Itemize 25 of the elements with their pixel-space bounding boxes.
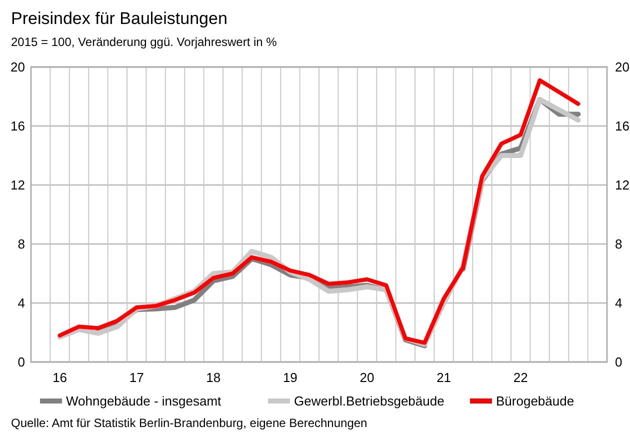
legend-label: Gewerbl.Betriebsgebäude: [294, 394, 444, 409]
y2-tick-label: 0: [615, 354, 622, 370]
x-tick-label: 17: [129, 370, 144, 385]
x-tick-label: 21: [436, 370, 452, 385]
y2-tick-label: 20: [615, 60, 630, 75]
legend-label: Wohngebäude - insgesamt: [66, 394, 222, 409]
y-tick-label: 8: [18, 236, 25, 252]
y2-tick-label: 4: [615, 296, 622, 311]
y2-tick-label: 12: [615, 178, 630, 193]
x-tick-label: 20: [360, 370, 374, 385]
y2-tick-label: 8: [615, 236, 622, 252]
x-tick-label: 16: [52, 370, 68, 385]
y-tick-label: 12: [10, 178, 25, 193]
y2-tick-label: 16: [615, 118, 630, 134]
y-tick-label: 20: [10, 60, 25, 75]
source-note: Quelle: Amt für Statistik Berlin-Brandenburg, eigene Berechnungen: [11, 416, 368, 430]
chart-subtitle: 2015 = 100, Veränderung ggü. Vorjahreswert in %: [11, 35, 278, 49]
x-tick-label: 18: [206, 370, 221, 385]
y-tick-label: 0: [18, 354, 25, 370]
x-tick-label: 19: [282, 370, 298, 385]
y-tick-label: 4: [18, 296, 25, 311]
x-tick-label: 22: [513, 370, 528, 385]
chart-title: Preisindex für Bauleistungen: [11, 9, 228, 28]
legend-label: Bürogebäude: [496, 394, 574, 409]
y-tick-label: 16: [10, 118, 25, 134]
